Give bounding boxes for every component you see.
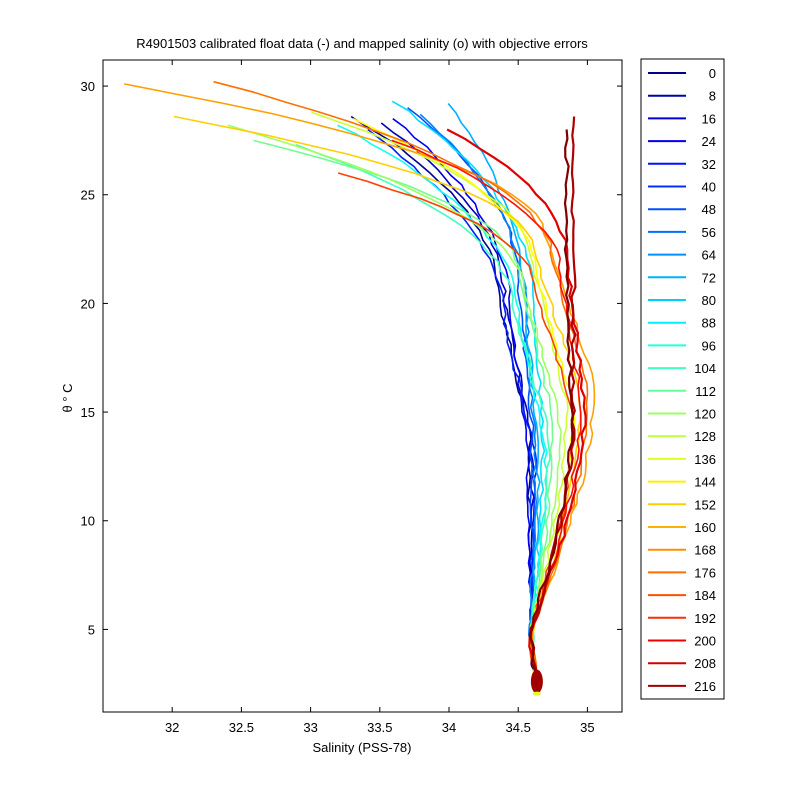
legend-label: 208 [694, 656, 716, 671]
legend-label: 192 [694, 611, 716, 626]
legend-label: 96 [702, 338, 716, 353]
y-axis-label: θ ° C [60, 383, 75, 412]
legend: 0 8 16 24 32 40 48 56 64 72 80 88 96 104 112 120 128 136 1… [640, 58, 725, 700]
x-tick-label: 32 [165, 720, 179, 735]
series-layer [124, 80, 596, 687]
legend-label: 184 [694, 588, 716, 603]
y-tick-label: 5 [88, 622, 95, 637]
y-tick-label: 25 [81, 188, 95, 203]
legend-label: 72 [702, 270, 716, 285]
x-tick-label: 33 [303, 720, 317, 735]
x-tick-label: 34 [442, 720, 456, 735]
x-tick-label: 33.5 [367, 720, 392, 735]
legend-label: 128 [694, 429, 716, 444]
y-tick-label: 10 [81, 514, 95, 529]
y-tick-label: 15 [81, 405, 95, 420]
legend-label: 40 [702, 180, 716, 195]
marker-layer [530, 669, 543, 696]
series-line-128 [213, 80, 589, 686]
legend-label: 176 [694, 565, 716, 580]
series-line-168 [528, 129, 574, 682]
plot-area: 32 32.5 33 33.5 34 34.5 35 5 10 15 20 25 30 [81, 59, 623, 735]
y-tick-label: 30 [81, 79, 95, 94]
x-tick-label: 32.5 [229, 720, 254, 735]
legend-label: 64 [702, 248, 716, 263]
series-line-88 [227, 124, 562, 682]
axes-frame [102, 59, 623, 713]
y-tick-label: 20 [81, 296, 95, 311]
legend-label: 160 [694, 520, 716, 535]
legend-items: 0 8 16 24 32 40 48 56 64 72 80 88 96 104 112 120 128 136 1… [648, 66, 716, 694]
series-line-16 [392, 118, 538, 687]
legend-label: 16 [702, 111, 716, 126]
legend-label: 80 [702, 293, 716, 308]
x-axis-ticks: 32 32.5 33 33.5 34 34.5 35 [165, 60, 595, 735]
legend-label: 8 [709, 89, 716, 104]
legend-label: 0 [709, 66, 716, 81]
legend-label: 200 [694, 634, 716, 649]
x-tick-label: 34.5 [506, 720, 531, 735]
legend-label: 56 [702, 225, 716, 240]
legend-label: 88 [702, 316, 716, 331]
legend-label: 104 [694, 361, 716, 376]
mapped-salinity-marker-low [532, 691, 541, 696]
y-axis-ticks: 5 10 15 20 25 30 [81, 79, 622, 637]
legend-label: 216 [694, 679, 716, 694]
legend-label: 168 [694, 543, 716, 558]
chart-title: R4901503 calibrated float data (-) and m… [136, 36, 588, 51]
legend-label: 24 [702, 134, 716, 149]
legend-label: 136 [694, 452, 716, 467]
legend-label: 32 [702, 157, 716, 172]
legend-label: 144 [694, 475, 716, 490]
legend-box [640, 58, 725, 700]
series-line-72 [295, 144, 551, 684]
legend-label: 48 [702, 202, 716, 217]
legend-label: 112 [695, 384, 716, 399]
x-axis-label: Salinity (PSS-78) [313, 740, 412, 755]
legend-label: 120 [694, 407, 716, 422]
mapped-salinity-markers [530, 669, 543, 694]
legend-label: 152 [694, 497, 716, 512]
x-tick-label: 35 [580, 720, 594, 735]
